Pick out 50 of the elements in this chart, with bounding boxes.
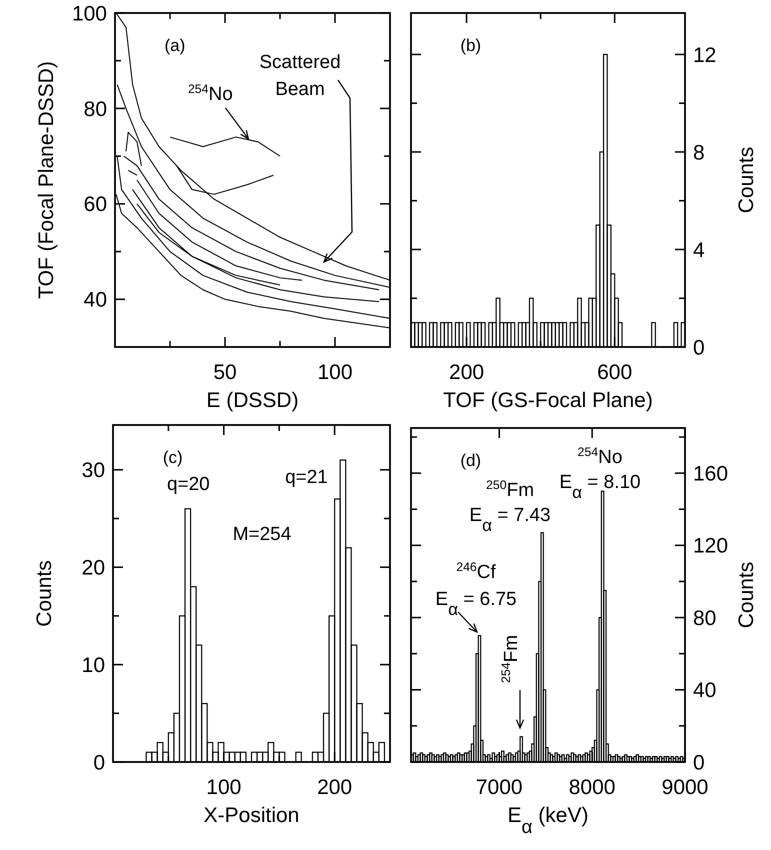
y-tick-label: 0 [93, 751, 105, 774]
annotation: $^{254}$No [188, 82, 233, 105]
x-tick-label: 100 [317, 361, 353, 384]
x-tick-label: 9000 [662, 776, 708, 799]
y-tick-label: 100 [72, 2, 107, 26]
y2-tick-label: 80 [693, 606, 716, 630]
text: (a) [164, 36, 186, 55]
y2-tick-label: 0 [693, 336, 705, 360]
y-tick-label: 60 [84, 193, 107, 216]
y-tick-label: 30 [82, 459, 105, 482]
annotation: q=21 [285, 467, 328, 488]
text: (d) [460, 451, 482, 470]
x-tick-label: 600 [597, 361, 632, 384]
x-tick-label: 7000 [476, 776, 523, 799]
y-tick-label: 20 [82, 556, 105, 580]
x-axis-title: E (DSSD) [206, 389, 299, 412]
y2-tick-label: 12 [693, 44, 716, 67]
annotation: E$_{α}$ = 6.75 [435, 589, 517, 618]
x-tick-label: 200 [449, 361, 484, 384]
y-tick-label: 80 [84, 98, 107, 121]
y2-tick-label: 160 [693, 462, 728, 486]
x-axis-title: X-Position [204, 804, 300, 827]
y2-tick-label: 4 [693, 238, 705, 262]
y-tick-label: 40 [84, 288, 107, 312]
annotation: $^{246}$Cf [456, 560, 497, 583]
y2-tick-label: 8 [693, 141, 705, 164]
y2-tick-label: 40 [693, 679, 716, 702]
x-tick-label: 200 [317, 776, 352, 799]
y-axis-title: TOF (Focal Plane-DSSD) [35, 61, 58, 299]
x-tick-label: 8000 [568, 776, 616, 799]
x-axis-title: E$_{α}$ (keV) [508, 804, 588, 838]
x-tick-label: 50 [213, 361, 237, 384]
text: (b) [460, 36, 482, 55]
annotation: M=254 [232, 524, 292, 545]
annotation: E$_{α}$ = 7.43 [469, 505, 551, 534]
annotation: $^{250}$Fm [486, 478, 534, 501]
y-tick-label: 10 [82, 654, 105, 677]
y2-tick-label: 0 [693, 751, 705, 774]
annotation: $^{254}$No [578, 445, 622, 468]
annotation: Scattered [259, 52, 341, 73]
y2-axis-title: Counts [735, 562, 758, 628]
text: (c) [162, 448, 183, 467]
annotation: q=20 [166, 474, 210, 495]
annotation: Beam [275, 79, 325, 100]
y-axis-title: Counts [33, 560, 56, 627]
y2-axis-title: Counts [735, 146, 758, 214]
annotation: E$_{α}$ = 8.10 [559, 472, 641, 502]
y2-tick-label: 120 [693, 534, 728, 558]
x-tick-label: 100 [206, 776, 242, 799]
x-axis-title: TOF (GS-Focal Plane) [443, 389, 653, 412]
